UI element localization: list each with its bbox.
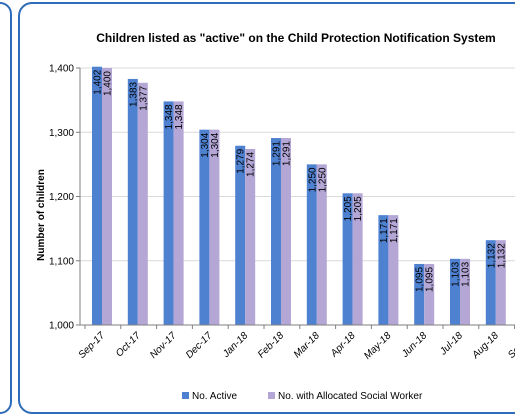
x-tick-label: Oct-17 <box>114 330 143 359</box>
x-tick-label: Dec-17 <box>184 330 215 361</box>
data-label: 1,103 <box>451 261 462 286</box>
data-label: 1,291 <box>282 141 293 166</box>
bar <box>92 66 102 325</box>
y-axis-label: Number of children <box>36 169 47 261</box>
x-tick-label: Aug-18 <box>470 330 502 362</box>
x-tick-label: Jul-18 <box>437 330 465 358</box>
data-label: 1,348 <box>174 104 185 129</box>
bar <box>245 148 256 325</box>
x-tick-label: Sep-17 <box>77 330 108 361</box>
bar <box>495 240 506 325</box>
x-tick-label: Jun-18 <box>399 330 429 360</box>
data-label: 1,348 <box>164 104 175 129</box>
bar <box>424 263 435 325</box>
data-label: 1,132 <box>496 243 507 268</box>
bar <box>388 215 399 325</box>
y-tick-label: 1,300 <box>49 128 74 139</box>
x-tick-label: May-18 <box>362 330 394 362</box>
data-label: 1,103 <box>461 261 472 286</box>
data-label: 1,402 <box>93 69 104 94</box>
data-label: 1,205 <box>353 196 364 221</box>
data-label: 1,304 <box>210 132 221 157</box>
y-tick-label: 1,000 <box>49 321 74 332</box>
x-tick-label: Jan-18 <box>220 330 250 360</box>
bar <box>316 164 327 325</box>
data-label: 1,279 <box>236 148 247 173</box>
legend-swatch-allocated <box>268 392 275 399</box>
bar <box>163 101 174 325</box>
bar <box>352 193 363 325</box>
legend-label-active: No. Active <box>192 391 237 402</box>
chart-title: Children listed as "active" on the Child… <box>96 31 495 45</box>
bar <box>127 78 138 325</box>
bar <box>485 240 496 325</box>
data-label: 1,250 <box>307 167 318 192</box>
bar <box>199 129 210 325</box>
data-label: 1,377 <box>138 85 149 110</box>
data-label: 1,250 <box>317 167 328 192</box>
bar <box>378 215 389 325</box>
x-tick-label: Nov-17 <box>148 330 179 361</box>
bar <box>281 138 291 325</box>
data-label: 1,383 <box>128 81 139 106</box>
data-label: 1,095 <box>425 267 436 292</box>
bar <box>137 82 148 325</box>
y-tick-label: 1,100 <box>49 256 74 267</box>
data-label: 1,400 <box>103 71 114 96</box>
bar <box>342 193 353 325</box>
bar <box>450 258 460 325</box>
data-label: 1,132 <box>486 243 497 268</box>
y-tick-label: 1,200 <box>49 192 74 203</box>
y-tick-label: 1,400 <box>49 64 74 75</box>
gridlines <box>80 67 515 326</box>
bar <box>209 129 220 325</box>
data-label: 1,274 <box>246 152 257 177</box>
bar <box>173 101 184 325</box>
data-label: 1,205 <box>343 196 354 221</box>
bars-group: 1,402 1,400 1,383 1,377 1,348 1,348 1,304 1,304… <box>92 66 507 325</box>
bar <box>102 68 112 325</box>
bar <box>235 145 246 325</box>
legend-label-allocated: No. with Allocated Social Worker <box>278 391 423 402</box>
data-label: 1,291 <box>272 141 283 166</box>
legend-swatch-active <box>182 392 189 399</box>
data-label: 1,171 <box>379 218 390 243</box>
legend: No. Active No. with Allocated Social Wor… <box>182 391 423 402</box>
x-tick-label: Mar-18 <box>292 330 322 360</box>
data-label: 1,095 <box>415 267 426 292</box>
x-tick-label: Apr-18 <box>328 330 358 360</box>
bar <box>414 263 425 325</box>
bar <box>306 164 317 325</box>
bar <box>271 138 281 325</box>
bar <box>460 258 470 325</box>
x-tick-label: Sep-18 <box>506 330 515 361</box>
data-label: 1,171 <box>389 218 400 243</box>
data-label: 1,304 <box>200 132 211 157</box>
x-tick-label: Feb-18 <box>256 330 286 360</box>
